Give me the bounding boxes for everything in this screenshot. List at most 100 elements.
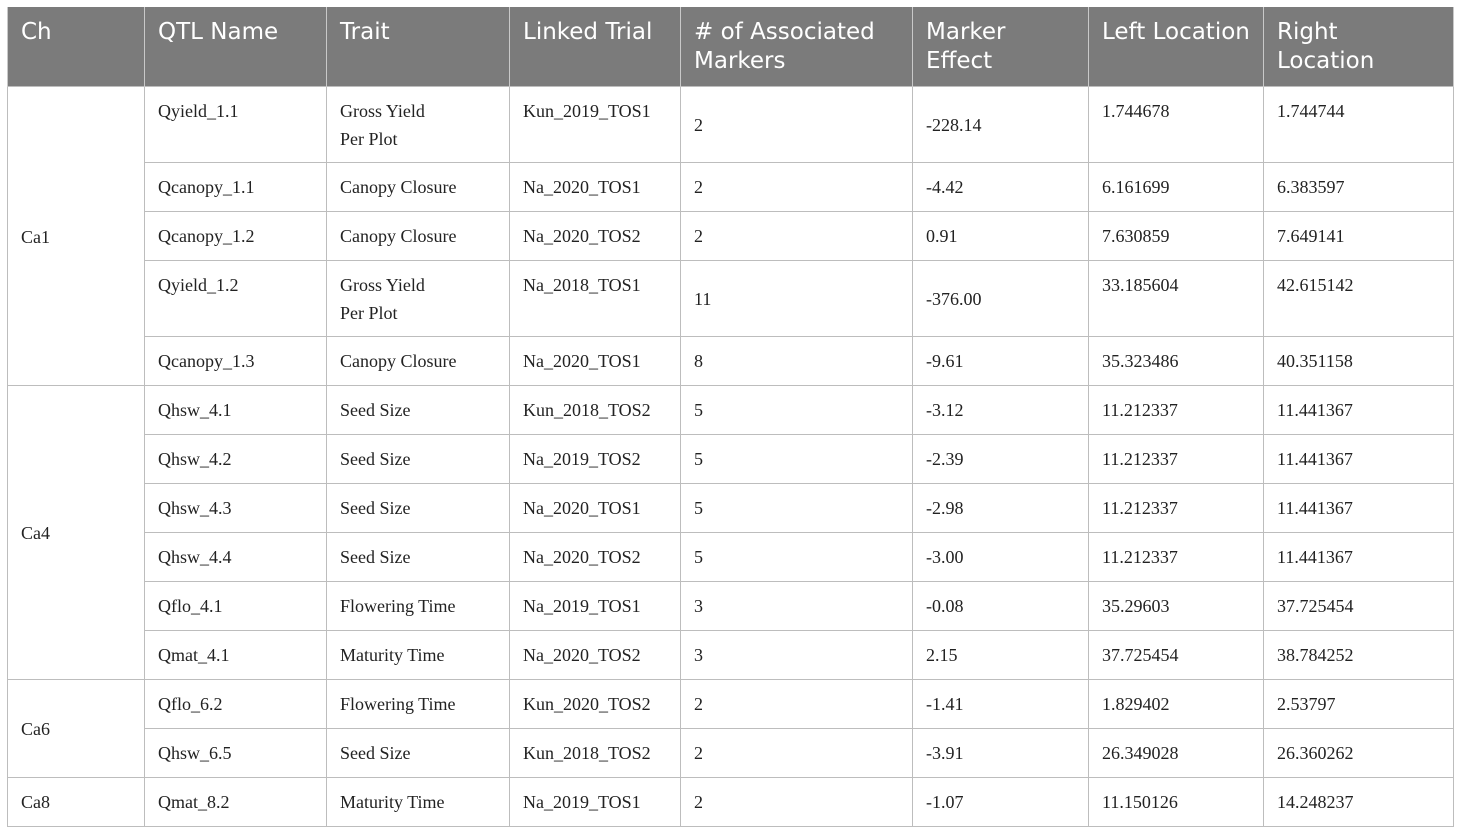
left-location-cell: 11.212337 [1088, 385, 1264, 435]
right-location-cell: 42.615142 [1263, 260, 1454, 337]
table-body: Ca1 Qyield_1.1 Gross Yield Per Plot Kun_2019… [7, 86, 1454, 827]
right-location-cell: 7.649141 [1263, 211, 1454, 261]
markers-cell: 11 [680, 260, 913, 337]
trait-line: Canopy Closure [340, 351, 457, 371]
linked-trial-cell: Na_2020_TOS2 [509, 532, 681, 582]
table-row: Ca6 Qflo_6.2 Flowering Time Kun_2020_TOS2 2-… [7, 679, 1454, 778]
table-row: Ca4 Qhsw_4.1 Seed Size Kun_2018_TOS2 5 -3.12 1… [7, 385, 1454, 680]
left-location-cell: 37.725454 [1088, 630, 1264, 680]
qtl-name-cell: Qflo_4.1 [144, 581, 327, 631]
trait-cell: Seed Size [326, 728, 510, 778]
chromosome-cell: Ca8 [7, 777, 145, 827]
column-header-left-location: Left Location [1088, 7, 1264, 87]
column-header-right-location: Right Location [1263, 7, 1454, 87]
header-row: Ch QTL Name Trait Linked Trial # of Associat… [7, 7, 1454, 87]
chromosome-cell: Ca1 [7, 86, 145, 386]
left-location-cell: 11.150126 [1088, 777, 1264, 827]
trait-cell: Canopy Closure [326, 336, 510, 386]
markers-cell: 5 [680, 483, 913, 533]
right-location-cell: 26.360262 [1263, 728, 1454, 778]
trait-line: Seed Size [340, 743, 411, 763]
right-location-cell: 38.784252 [1263, 630, 1454, 680]
trait-line: Seed Size [340, 449, 411, 469]
trait-line: Seed Size [340, 547, 411, 567]
column-header-qtl-name: QTL Name [144, 7, 327, 87]
markers-cell: 8 [680, 336, 913, 386]
linked-trial-cell: Kun_2020_TOS2 [509, 679, 681, 729]
left-location-cell: 33.185604 [1088, 260, 1264, 337]
trait-line: Seed Size [340, 498, 411, 518]
marker-effect-cell: -2.39 [912, 434, 1089, 484]
column-header-marker-effect: Marker Effect [912, 7, 1089, 87]
column-header-linked-trial: Linked Trial [509, 7, 681, 87]
trait-line: Seed Size [340, 400, 411, 420]
trait-cell: Flowering Time [326, 679, 510, 729]
marker-effect-cell: -3.12 [912, 385, 1089, 435]
left-location-cell: 26.349028 [1088, 728, 1264, 778]
marker-effect-cell: -1.07 [912, 777, 1089, 827]
left-location-cell: 1.829402 [1088, 679, 1264, 729]
trait-cell: Maturity Time [326, 777, 510, 827]
qtl-name-cell: Qhsw_4.2 [144, 434, 327, 484]
right-location-cell: 11.441367 [1263, 385, 1454, 435]
qtl-table: Ch QTL Name Trait Linked Trial # of Associat… [7, 7, 1454, 827]
markers-cell: 2 [680, 162, 913, 212]
table-row: Qflo_4.1 Flowering Time Na_2019_TOS1 3 -0.08… [8, 581, 1454, 631]
column-header-associated-markers: # of Associated Markers [680, 7, 913, 87]
qtl-name-cell: Qhsw_6.5 [144, 728, 327, 778]
trait-line: Flowering Time [340, 596, 456, 616]
qtl-name-cell: Qmat_8.2 [144, 777, 327, 827]
right-location-cell: 11.441367 [1263, 483, 1454, 533]
trait-cell: Seed Size [326, 385, 510, 435]
trait-cell: Gross Yield Per Plot [326, 260, 510, 337]
qtl-name-cell: Qcanopy_1.3 [144, 336, 327, 386]
qtl-name-cell: Qhsw_4.4 [144, 532, 327, 582]
trait-cell: Seed Size [326, 532, 510, 582]
qtl-name-cell: Qyield_1.1 [144, 86, 327, 163]
qtl-name-cell: Qhsw_4.3 [144, 483, 327, 533]
linked-trial-cell: Na_2018_TOS1 [509, 260, 681, 337]
table-row: Qhsw_4.4 Seed Size Na_2020_TOS2 5 -3.00 11.21… [8, 532, 1454, 582]
left-location-cell: 11.212337 [1088, 532, 1264, 582]
left-location-cell: 11.212337 [1088, 434, 1264, 484]
linked-trial-cell: Na_2020_TOS2 [509, 211, 681, 261]
markers-cell: 5 [680, 532, 913, 582]
linked-trial-cell: Na_2020_TOS1 [509, 336, 681, 386]
trait-line: Canopy Closure [340, 177, 457, 197]
qtl-name-cell: Qcanopy_1.1 [144, 162, 327, 212]
markers-cell: 2 [680, 679, 913, 729]
qtl-name-cell: Qflo_6.2 [144, 679, 327, 729]
trait-line: Per Plot [340, 129, 398, 149]
linked-trial-cell: Na_2019_TOS1 [509, 581, 681, 631]
table-row: Qcanopy_1.1 Canopy Closure Na_2020_TOS1 2 -4… [8, 162, 1454, 212]
table-row: Qcanopy_1.3 Canopy Closure Na_2020_TOS1 8 -9… [8, 336, 1454, 386]
table-row: Qmat_4.1 Maturity Time Na_2020_TOS2 3 2.15 37… [8, 630, 1454, 680]
table-row: Qyield_1.2 Gross Yield Per Plot Na_2018_TOS… [8, 260, 1454, 337]
marker-effect-cell: 2.15 [912, 630, 1089, 680]
trait-cell: Seed Size [326, 434, 510, 484]
marker-effect-cell: -1.41 [912, 679, 1089, 729]
right-location-cell: 2.53797 [1263, 679, 1454, 729]
qtl-name-cell: Qcanopy_1.2 [144, 211, 327, 261]
table-header: Ch QTL Name Trait Linked Trial # of Associat… [7, 7, 1454, 87]
trait-line: Maturity Time [340, 792, 445, 812]
right-location-cell: 6.383597 [1263, 162, 1454, 212]
trait-cell: Canopy Closure [326, 162, 510, 212]
linked-trial-cell: Na_2020_TOS2 [509, 630, 681, 680]
left-location-cell: 7.630859 [1088, 211, 1264, 261]
markers-cell: 2 [680, 211, 913, 261]
marker-effect-cell: -228.14 [912, 86, 1089, 163]
right-location-cell: 11.441367 [1263, 434, 1454, 484]
markers-cell: 5 [680, 434, 913, 484]
qtl-name-cell: Qmat_4.1 [144, 630, 327, 680]
right-location-cell: 37.725454 [1263, 581, 1454, 631]
markers-cell: 2 [680, 777, 913, 827]
column-header-trait: Trait [326, 7, 510, 87]
right-location-cell: 1.744744 [1263, 86, 1454, 163]
left-location-cell: 6.161699 [1088, 162, 1264, 212]
trait-line: Flowering Time [340, 694, 456, 714]
trait-cell: Gross Yield Per Plot [326, 86, 510, 163]
table-row: Qhsw_4.3 Seed Size Na_2020_TOS1 5 -2.98 11.21… [8, 483, 1454, 533]
table-row: Qhsw_6.5 Seed Size Kun_2018_TOS2 2 -3.91 26.3… [8, 728, 1454, 778]
marker-effect-cell: -376.00 [912, 260, 1089, 337]
